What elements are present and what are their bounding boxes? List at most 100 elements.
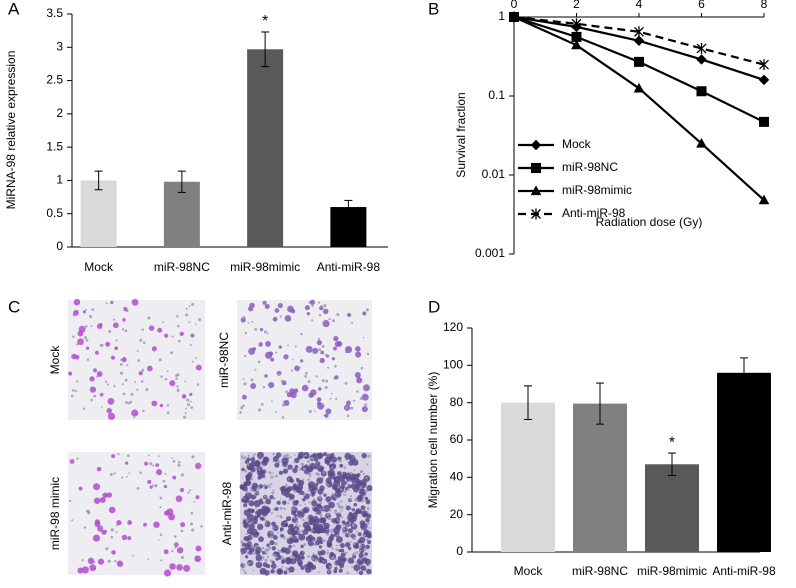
cell-dot xyxy=(246,462,248,465)
cell-dot xyxy=(107,559,111,563)
cell-dot xyxy=(366,568,372,575)
cell-dot xyxy=(250,478,253,481)
cell-dot xyxy=(277,460,281,464)
cell-dot xyxy=(259,498,263,503)
cell-dot xyxy=(131,298,139,306)
cell-dot xyxy=(193,500,196,503)
cell-dot xyxy=(294,345,297,348)
cell-dot xyxy=(162,479,166,483)
cell-dot xyxy=(336,502,340,506)
cell-dot xyxy=(83,526,87,529)
cell-dot xyxy=(347,488,350,491)
cell-dot xyxy=(176,315,179,318)
cell-dot xyxy=(71,519,74,522)
cell-dot xyxy=(337,519,340,522)
cell-dot xyxy=(126,364,129,367)
cell-dot xyxy=(171,457,174,459)
cell-dot xyxy=(245,555,249,559)
cell-dot xyxy=(85,346,90,350)
x-tick-label: miR-98mimic xyxy=(637,564,707,578)
cell-dot xyxy=(361,452,367,459)
image-label: miR-98NC xyxy=(217,332,231,388)
cell-dot xyxy=(365,544,370,550)
cell-dot xyxy=(336,485,340,489)
cell-dot xyxy=(319,494,322,497)
cell-dot xyxy=(244,571,247,575)
cell-dot xyxy=(309,493,312,496)
cell-dot xyxy=(341,520,346,525)
y-tick-label: 1.5 xyxy=(46,139,63,153)
cell-dot xyxy=(351,321,354,324)
cell-dot xyxy=(322,452,328,457)
cell-dot xyxy=(297,493,300,496)
cell-dot xyxy=(338,544,341,547)
cell-dot xyxy=(344,486,349,491)
cell-dot xyxy=(364,558,371,566)
cell-dot xyxy=(333,561,336,565)
cell-dot xyxy=(76,457,79,460)
cell-dot xyxy=(320,350,325,355)
cell-dot xyxy=(277,549,280,552)
cell-dot xyxy=(188,305,191,308)
annotation: * xyxy=(669,434,675,451)
y-tick-label: 120 xyxy=(443,320,463,334)
cell-dot xyxy=(267,520,270,522)
cell-dot xyxy=(299,490,305,496)
cell-dot xyxy=(114,346,119,351)
cell-dot xyxy=(353,542,356,546)
marker xyxy=(530,185,542,196)
cell-dot xyxy=(187,491,190,494)
cell-dot xyxy=(270,563,277,569)
cell-dot xyxy=(93,394,97,398)
cell-dot xyxy=(276,568,284,575)
cell-dot xyxy=(243,497,246,500)
cell-dot xyxy=(358,552,364,559)
cell-dot xyxy=(307,466,314,473)
cell-dot xyxy=(120,358,123,361)
cell-dot xyxy=(298,524,302,527)
cell-dot xyxy=(280,516,283,519)
cell-dot xyxy=(336,512,342,518)
cell-dot xyxy=(274,462,280,468)
cell-dot xyxy=(333,569,338,574)
cell-dot xyxy=(272,524,279,532)
cell-dot xyxy=(246,457,251,462)
cell-dot xyxy=(250,383,257,389)
cell-dot xyxy=(136,487,140,490)
cell-dot xyxy=(265,341,271,347)
cell-dot xyxy=(361,406,368,413)
cell-dot xyxy=(258,468,261,471)
cell-dot xyxy=(350,483,357,490)
cell-dot xyxy=(264,374,268,378)
cell-dot xyxy=(330,392,333,395)
cell-dot xyxy=(342,493,345,496)
cell-dot xyxy=(365,538,369,541)
cell-dot xyxy=(306,506,309,509)
cell-dot xyxy=(255,550,260,556)
cell-dot xyxy=(329,533,335,539)
marker xyxy=(758,74,770,86)
cell-dot xyxy=(75,380,79,383)
cell-dot xyxy=(286,453,289,456)
cell-dot xyxy=(89,314,93,319)
cell-dot xyxy=(125,461,129,465)
cell-dot xyxy=(272,316,278,322)
cell-dot xyxy=(327,469,335,477)
cell-dot xyxy=(365,499,371,505)
cell-dot xyxy=(246,528,253,535)
cell-dot xyxy=(285,557,292,565)
cell-dot xyxy=(360,565,367,571)
cell-dot xyxy=(334,509,338,513)
cell-dot xyxy=(275,452,282,458)
marker xyxy=(509,11,519,23)
error-bar xyxy=(668,452,676,476)
cell-dot xyxy=(91,308,95,311)
cell-dot xyxy=(292,550,299,557)
cell-dot xyxy=(326,483,330,486)
cell-dot xyxy=(313,543,316,546)
cell-dot xyxy=(189,344,192,347)
cell-dot xyxy=(319,305,324,311)
cell-dot xyxy=(194,356,197,359)
x-tick-label: miR-98mimic xyxy=(230,260,300,274)
